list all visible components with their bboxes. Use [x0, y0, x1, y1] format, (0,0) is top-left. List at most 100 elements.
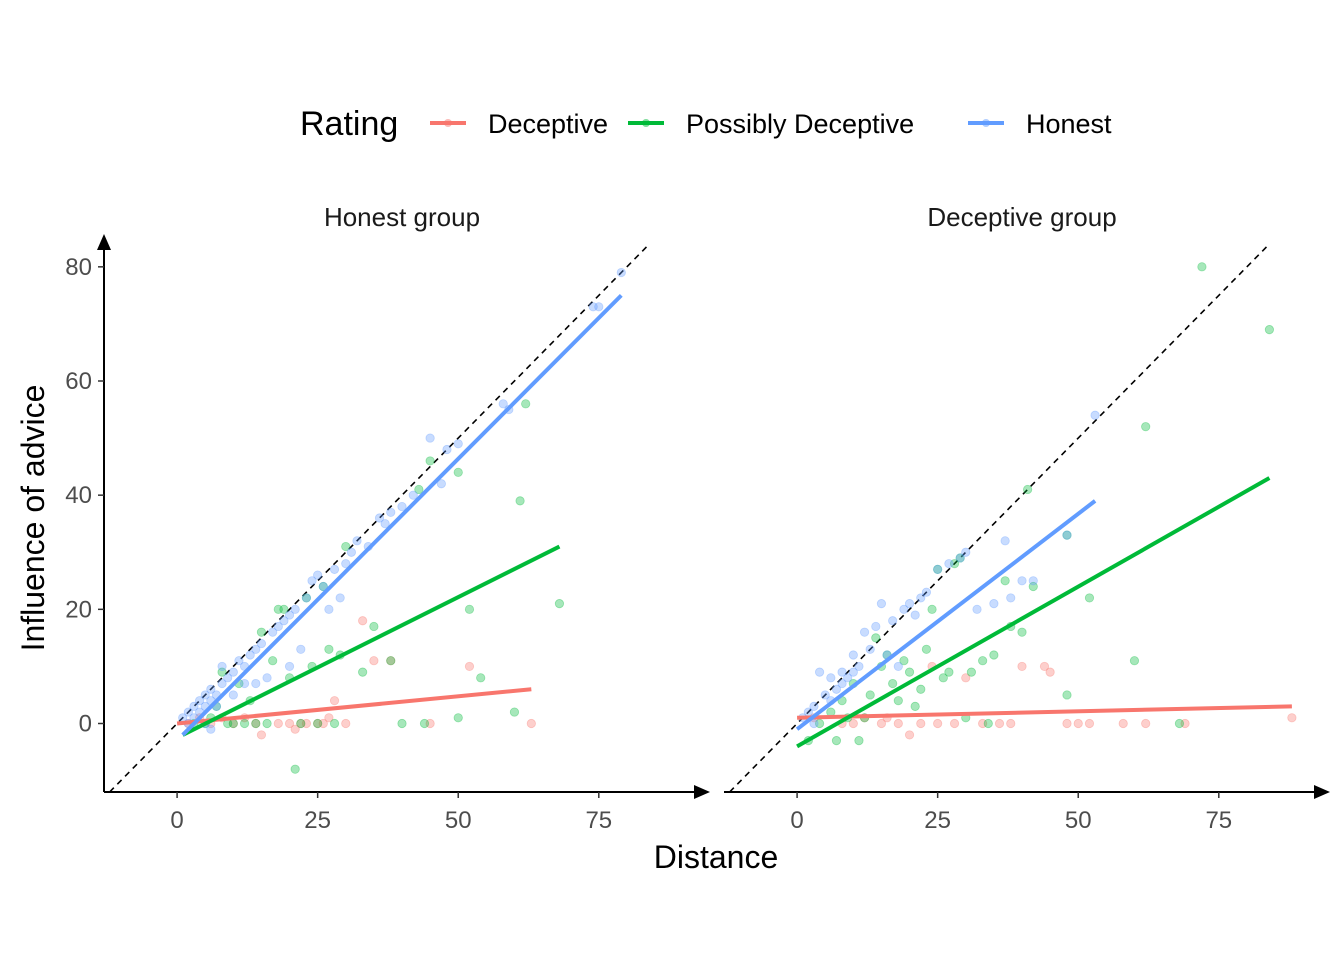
point-0-2-39: [324, 604, 334, 614]
point-0-2-26: [256, 638, 267, 649]
legend-key-point-2: [982, 119, 990, 127]
point-0-1-35: [453, 713, 463, 723]
point-0-2-28: [268, 627, 278, 637]
point-0-2-38: [318, 581, 328, 592]
point-1-1-43: [1264, 325, 1274, 335]
point-1-2-31: [1000, 536, 1010, 546]
point-0-2-20: [234, 656, 244, 666]
facet-title-1: Deceptive group: [927, 202, 1116, 232]
point-1-2-8: [837, 678, 847, 689]
point-0-2-55: [498, 399, 508, 409]
point-0-2-50: [408, 490, 418, 500]
point-0-1-39: [515, 496, 525, 506]
point-1-1-28: [978, 656, 988, 666]
point-1-2-29: [972, 604, 982, 614]
identity-line-0: [109, 244, 650, 792]
point-1-2-20: [899, 604, 909, 614]
point-1-2-16: [876, 599, 887, 609]
point-0-1-11: [256, 627, 267, 637]
point-0-2-49: [397, 501, 407, 512]
point-0-2-34: [296, 644, 306, 654]
point-0-2-23: [245, 650, 255, 660]
point-1-0-15: [1039, 661, 1050, 672]
x-axis-arrow-1: [1314, 785, 1330, 799]
point-0-1-28: [369, 621, 379, 632]
point-1-0-4: [893, 718, 903, 729]
point-0-0-16: [425, 718, 435, 729]
point-1-0-19: [1084, 718, 1095, 729]
point-1-0-3: [876, 718, 887, 729]
point-0-2-5: [194, 696, 205, 706]
y-tick-label-1: 20: [65, 596, 92, 623]
point-0-1-14: [273, 604, 283, 614]
point-1-2-5: [820, 690, 830, 700]
x-tick-label-0-1: 25: [304, 807, 331, 834]
point-0-2-16: [217, 678, 227, 689]
point-0-2-35: [301, 593, 312, 603]
point-1-1-38: [1084, 593, 1095, 603]
x-tick-label-1-2: 50: [1065, 807, 1092, 834]
point-0-0-12: [341, 718, 351, 729]
y-axis-title: Influence of advice: [15, 385, 51, 652]
point-1-0-21: [1141, 718, 1151, 729]
point-1-0-9: [949, 718, 960, 729]
point-1-0-23: [1287, 713, 1297, 723]
point-1-0-5: [904, 730, 915, 740]
point-1-1-16: [904, 667, 915, 677]
point-1-2-19: [893, 661, 903, 672]
point-0-1-15: [279, 604, 289, 614]
point-0-2-24: [251, 644, 261, 654]
point-1-2-9: [843, 673, 853, 683]
point-0-2-29: [273, 621, 283, 632]
point-1-1-37: [1062, 690, 1072, 700]
point-1-2-13: [859, 627, 870, 637]
point-0-0-9: [313, 718, 323, 729]
point-1-2-34: [1028, 576, 1038, 586]
legend-title: Rating: [300, 105, 398, 143]
point-1-1-14: [893, 696, 903, 706]
point-0-2-59: [616, 267, 626, 278]
point-1-1-17: [910, 701, 920, 711]
point-0-1-24: [329, 718, 340, 729]
point-0-1-13: [268, 656, 278, 666]
point-0-0-7: [290, 724, 300, 734]
point-1-1-13: [888, 678, 898, 689]
point-0-0-17: [464, 661, 475, 672]
point-1-0-8: [933, 718, 943, 729]
point-1-1-34: [1023, 484, 1033, 495]
point-1-0-22: [1180, 718, 1190, 729]
point-0-2-33: [290, 604, 300, 614]
point-0-2-19: [228, 690, 238, 700]
x-axis-arrow-0: [694, 785, 710, 799]
point-1-2-7: [831, 684, 842, 694]
legend-label-0: Deceptive: [488, 109, 608, 139]
point-0-2-36: [307, 576, 317, 586]
point-1-2-11: [848, 650, 858, 660]
point-1-1-1: [814, 718, 825, 729]
point-0-1-37: [476, 673, 486, 683]
y-tick-label-0: 0: [79, 711, 92, 738]
point-0-2-31: [284, 610, 295, 620]
point-0-2-7: [200, 690, 210, 700]
fit-line-1-0: [797, 704, 1292, 720]
point-0-2-15: [217, 661, 227, 672]
point-0-1-21: [313, 718, 323, 729]
point-1-1-25: [955, 553, 965, 563]
point-1-1-35: [1028, 581, 1038, 592]
point-1-0-10: [961, 673, 971, 683]
point-1-1-15: [899, 656, 909, 666]
point-1-1-30: [989, 650, 999, 660]
y-axis-arrow: [97, 234, 111, 250]
x-axis-title: Distance: [654, 839, 779, 875]
fit-line-0-2: [181, 293, 623, 737]
point-1-2-32: [1006, 593, 1016, 603]
x-tick-label-0-2: 50: [445, 807, 472, 834]
point-1-0-13: [1006, 718, 1016, 729]
point-0-1-33: [425, 456, 435, 466]
fit-line-1-1: [796, 476, 1271, 749]
point-1-2-14: [865, 644, 875, 654]
point-0-0-22: [296, 718, 306, 729]
point-1-2-27: [955, 553, 965, 563]
point-0-2-3: [189, 701, 199, 711]
point-0-2-10: [206, 684, 216, 694]
